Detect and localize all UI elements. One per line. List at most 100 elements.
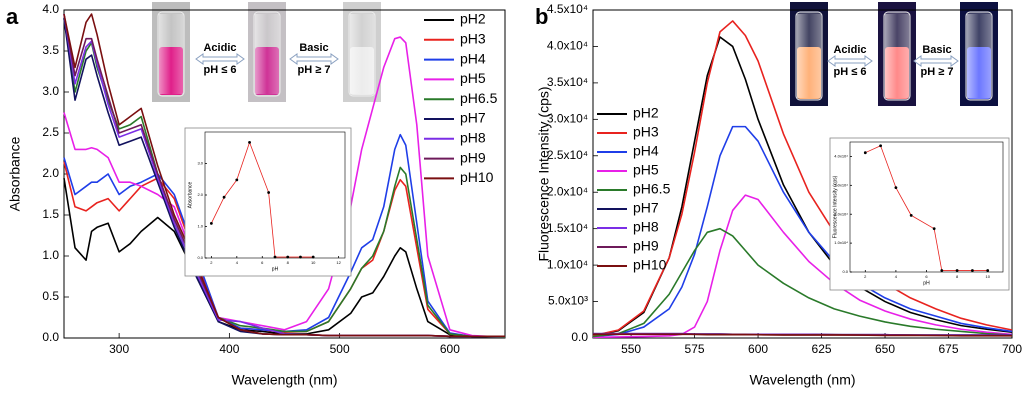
data-point bbox=[932, 227, 936, 231]
annotation: Basic bbox=[922, 44, 951, 56]
y-tick-label: 3.5x10⁴ bbox=[547, 75, 588, 89]
legend-label: pH10 bbox=[633, 257, 667, 273]
x-tick-label: 6 bbox=[261, 260, 264, 265]
y-tick-label: 1.5x10⁴ bbox=[547, 221, 588, 235]
double-arrow bbox=[913, 55, 959, 67]
data-point bbox=[235, 178, 239, 182]
legend-label: pH5 bbox=[633, 162, 659, 178]
annotation: pH ≤ 6 bbox=[834, 66, 867, 78]
y-axis-label: Absorbance bbox=[7, 136, 23, 211]
x-tick-label: 4 bbox=[236, 260, 239, 265]
vial-shine bbox=[350, 14, 374, 94]
x-tick-label: 12 bbox=[336, 260, 341, 265]
annotation: pH ≥ 7 bbox=[298, 64, 331, 76]
y-tick-label: 1.5 bbox=[42, 207, 59, 221]
x-tick-label: 650 bbox=[875, 342, 895, 356]
x-tick-label: 600 bbox=[748, 342, 768, 356]
data-point bbox=[863, 151, 867, 155]
legend-label: pH2 bbox=[633, 105, 659, 121]
y-tick-label: 2.0 bbox=[197, 192, 203, 197]
chart-panel: Acidic pH ≤ 6 Basic pH ≥ 7 0.0 0.5 1.0 1.5 2.0 2.… bbox=[6, 2, 506, 388]
legend-label: pH8 bbox=[460, 130, 486, 146]
data-line bbox=[592, 125, 1013, 338]
annotation: pH ≤ 6 bbox=[204, 64, 237, 76]
x-tick-label: 575 bbox=[685, 342, 705, 356]
y-tick-label: 0.5 bbox=[42, 289, 59, 303]
x-tick-label: 2 bbox=[210, 260, 213, 265]
y-tick-label: 0.0 bbox=[842, 269, 848, 274]
vial-shine bbox=[255, 14, 279, 94]
x-tick-label: 600 bbox=[440, 342, 460, 356]
data-point bbox=[299, 255, 302, 259]
plot-frame bbox=[592, 9, 1013, 339]
x-axis-label: pH bbox=[272, 266, 279, 272]
panel-label: a bbox=[6, 4, 19, 29]
x-tick-label: 8 bbox=[956, 274, 959, 279]
vial-shine bbox=[159, 14, 183, 94]
y-tick-label: 1.0 bbox=[197, 224, 203, 229]
data-point bbox=[879, 144, 882, 148]
legend-label: pH9 bbox=[460, 149, 486, 165]
double-arrow bbox=[289, 53, 339, 65]
x-tick-label: 8 bbox=[287, 260, 290, 265]
data-point bbox=[894, 186, 898, 190]
x-tick-label: 300 bbox=[109, 342, 129, 356]
double-arrow bbox=[195, 53, 245, 65]
double-arrow bbox=[827, 55, 873, 67]
panel-label: b bbox=[535, 4, 548, 29]
legend-label: pH6.5 bbox=[633, 181, 671, 197]
y-tick-label: 0.0 bbox=[42, 330, 59, 344]
data-point bbox=[940, 269, 944, 272]
x-tick-label: 10 bbox=[985, 274, 990, 279]
inset-frame bbox=[829, 137, 1010, 291]
legend-label: pH3 bbox=[633, 124, 659, 140]
x-tick-label: 500 bbox=[330, 342, 350, 356]
x-tick-label: 675 bbox=[938, 342, 958, 356]
data-line bbox=[63, 177, 506, 338]
data-point bbox=[955, 269, 959, 272]
y-tick-label: 1.0 bbox=[42, 248, 59, 262]
data-point bbox=[909, 213, 913, 217]
legend-label: pH10 bbox=[460, 169, 494, 185]
y-tick-label: 3.5 bbox=[42, 43, 59, 57]
y-tick-label: 4.5x10⁴ bbox=[547, 2, 588, 16]
legend-label: pH8 bbox=[633, 219, 659, 235]
data-point bbox=[311, 255, 315, 259]
y-tick-label: 0.0 bbox=[197, 255, 203, 260]
data-line bbox=[63, 36, 506, 338]
data-line bbox=[592, 194, 1013, 339]
data-line bbox=[592, 20, 1013, 337]
inset-chart: 0.0 1.0x10⁴ 2.0x10⁴ 3.0x10⁴ 4.0x10⁴ 2 4 6 8 10 pH F… bbox=[829, 137, 1010, 291]
data-point bbox=[222, 195, 226, 199]
y-tick-label: 4.0x10⁴ bbox=[834, 154, 848, 159]
data-point bbox=[267, 191, 271, 194]
annotation: Basic bbox=[299, 42, 328, 54]
vial-shine bbox=[797, 14, 821, 98]
x-axis-label: Wavelength (nm) bbox=[231, 372, 337, 388]
chart-panel: Acidic pH ≤ 6 Basic pH ≥ 7 0.0 5.0x10³ 1.0x10⁴… bbox=[535, 2, 1022, 388]
annotation: pH ≥ 7 bbox=[921, 66, 954, 78]
data-line bbox=[63, 13, 505, 338]
data-line bbox=[592, 227, 1013, 338]
y-tick-label: 2.0x10⁴ bbox=[834, 211, 848, 216]
y-tick-label: 4.0 bbox=[42, 2, 59, 16]
y-tick-label: 2.5 bbox=[42, 125, 59, 139]
legend-label: pH5 bbox=[460, 70, 486, 86]
x-tick-label: 625 bbox=[812, 342, 832, 356]
legend-label: pH9 bbox=[633, 238, 659, 254]
y-tick-label: 1.0x10⁴ bbox=[834, 240, 848, 245]
y-tick-label: 2.5x10⁴ bbox=[547, 148, 588, 162]
y-tick-label: 3.0 bbox=[197, 161, 203, 166]
legend-label: pH3 bbox=[460, 31, 486, 47]
annotation: Acidic bbox=[203, 42, 236, 54]
y-tick-label: 0.0 bbox=[571, 330, 588, 344]
inset-chart: 0.0 1.0 2.0 3.0 2 4 6 8 10 12 pH Absorbance bbox=[184, 127, 352, 277]
y-tick-label: 3.0 bbox=[42, 84, 59, 98]
x-tick-label: 550 bbox=[621, 342, 641, 356]
x-tick-label: 4 bbox=[895, 274, 898, 279]
legend-label: pH4 bbox=[633, 143, 659, 159]
y-tick-label: 4.0x10⁴ bbox=[547, 39, 588, 53]
data-point bbox=[248, 140, 251, 144]
y-axis-label: Absorbance bbox=[187, 181, 193, 208]
legend-label: pH6.5 bbox=[460, 90, 498, 106]
